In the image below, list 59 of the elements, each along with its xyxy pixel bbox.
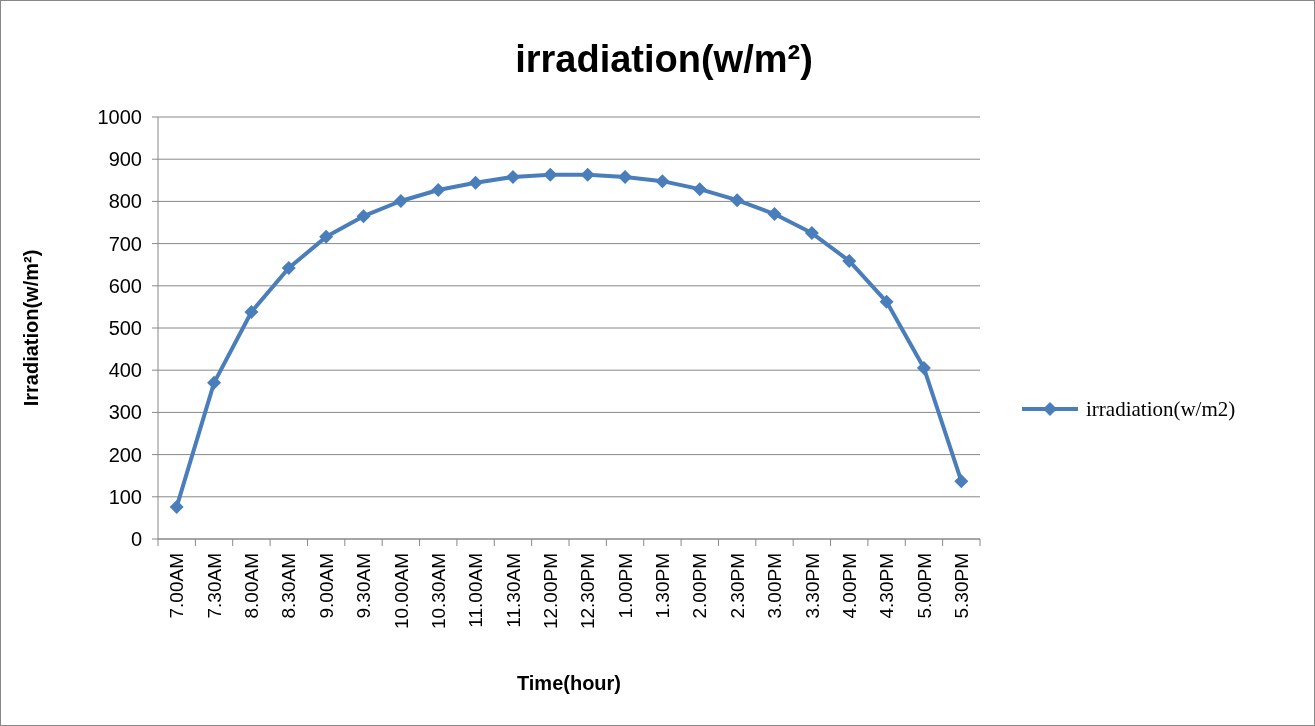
point [804, 226, 819, 241]
y-tick-label: 1000 [97, 106, 142, 128]
x-tick-label: 2.30PM [726, 553, 748, 619]
x-tick-label: 4.30PM [876, 553, 898, 619]
y-tick-label: 900 [108, 148, 142, 171]
point [356, 209, 371, 224]
x-tick-label: 3.00PM [764, 553, 786, 619]
point [730, 193, 745, 208]
point [543, 167, 558, 182]
x-tick-label: 11.00AM [465, 553, 487, 628]
point [842, 253, 857, 268]
point [319, 229, 334, 244]
y-axis-title: Irradiation(w/m²) [20, 249, 42, 407]
y-tick-label: 700 [108, 232, 142, 255]
point [916, 361, 931, 376]
x-tick-label: 3.30PM [801, 553, 823, 619]
x-tick-label: 11.30AM [502, 553, 524, 628]
point [767, 207, 782, 222]
point [281, 261, 296, 276]
x-tick-label: 10.30AM [427, 553, 449, 630]
point [580, 167, 595, 182]
x-tick-label: 8.30AM [278, 553, 300, 619]
point [954, 474, 969, 489]
x-tick-label: 12.00PM [539, 553, 561, 630]
y-tick-label: 100 [108, 485, 142, 508]
x-tick-label: 5.30PM [950, 553, 972, 619]
y-tick-label: 500 [108, 317, 142, 339]
legend-label: irradiation(w/m2) [1086, 397, 1236, 422]
y-tick-label: 400 [108, 359, 142, 382]
x-tick-label: 2.00PM [689, 553, 711, 619]
x-tick-label: 9.30AM [353, 553, 375, 619]
point [505, 169, 520, 184]
y-tick-label: 300 [108, 401, 142, 424]
point [618, 169, 633, 184]
point [692, 182, 707, 197]
y-tick-label: 800 [108, 190, 142, 213]
x-tick-label: 1.30PM [652, 553, 674, 619]
point [207, 375, 222, 390]
x-tick-label: 10.00AM [390, 553, 412, 630]
x-tick-label: 7.00AM [166, 553, 188, 619]
point [244, 304, 259, 319]
point [655, 174, 670, 189]
x-tick-label: 1.00PM [614, 553, 636, 619]
x-tick-label: 7.30AM [203, 553, 225, 619]
x-tick-label: 12.30PM [577, 553, 599, 630]
y-tick-label: 600 [108, 274, 142, 297]
x-axis-title: Time(hour) [516, 672, 622, 694]
y-tick-label: 0 [130, 528, 142, 550]
point [393, 193, 408, 208]
x-tick-label: 5.00PM [913, 553, 935, 619]
x-tick-label: 9.00AM [315, 553, 337, 619]
point [431, 183, 446, 198]
point [169, 499, 184, 514]
chart-title: irradiation(w/m²) [515, 38, 813, 80]
y-tick-label: 200 [108, 443, 142, 466]
x-tick-label: 8.00AM [241, 553, 263, 619]
point [879, 294, 894, 309]
point [468, 175, 483, 190]
x-tick-label: 4.00PM [838, 553, 860, 619]
